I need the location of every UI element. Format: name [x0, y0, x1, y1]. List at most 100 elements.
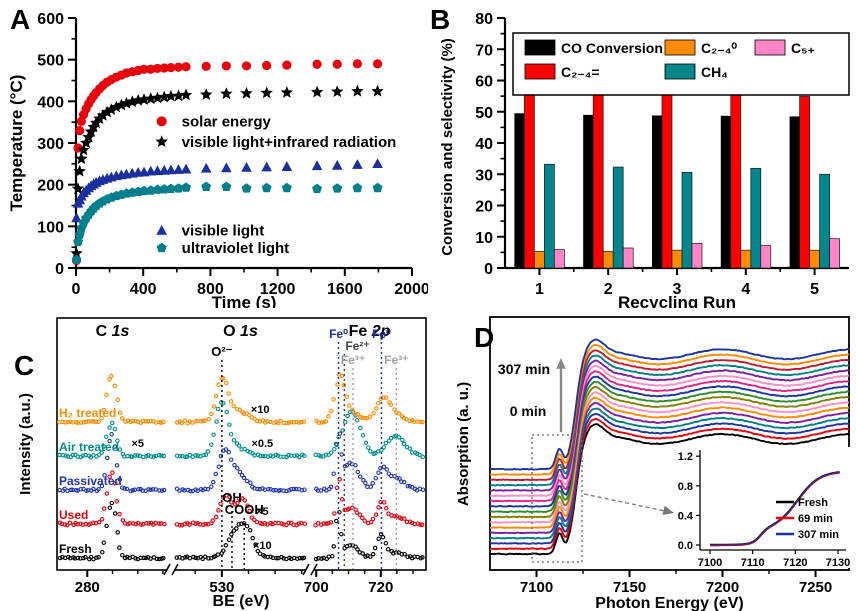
y-tick-label: 300 — [37, 136, 64, 153]
x-tick-label: 1600 — [327, 281, 363, 298]
x-tick-label: 7250 — [799, 579, 832, 596]
series-solar-energy — [71, 59, 383, 266]
y-axis-label: Absorption (a. u.) — [455, 382, 472, 506]
traces: Fresh ×10 Used ×5 Passivated Air treated ×5 ×0.… — [57, 372, 426, 562]
annotation-label: Fe⁰ — [372, 327, 391, 341]
axis-breaks — [163, 563, 318, 576]
legend-item-label: CH₄ — [701, 64, 728, 80]
x-tick-label: 3 — [673, 281, 682, 298]
x-axis-label: Photon Energy (eV) — [595, 595, 743, 611]
trace-label: Fresh — [59, 542, 92, 556]
y-tick-label: 20 — [475, 199, 493, 216]
bars — [514, 91, 840, 269]
inset-x-tick: 7120 — [783, 557, 807, 569]
legend-item-label: solar energy — [182, 113, 272, 130]
panel-label-c: C — [14, 350, 35, 381]
x-tick-label: 800 — [197, 281, 224, 298]
y-tick-label: 500 — [37, 53, 64, 70]
x-axis-label: Time (s) — [212, 293, 277, 308]
x-tick-label: 7100 — [520, 579, 553, 596]
panel-d: 7100 7150 7200 7250 Photon Energy (eV) Absorp… — [428, 308, 856, 611]
x-tick-label: 720 — [368, 579, 393, 596]
legend-item-label: C₅₊ — [791, 40, 815, 56]
trace-label: Air treated — [59, 440, 119, 454]
inset-legend-label: 307 min — [798, 529, 839, 541]
x-tick-label: 5 — [810, 281, 819, 298]
x-tick-label: 2000 — [394, 281, 428, 298]
x-tick-label: 7150 — [613, 579, 646, 596]
panel-label-d: D — [474, 322, 495, 353]
inset-y-tick: 0.0 — [678, 540, 693, 552]
curves — [489, 338, 850, 556]
inset-y-tick: 0.4 — [678, 510, 694, 522]
y-tick-label: 400 — [37, 94, 64, 111]
series-visible-light+infrared-radiation — [70, 84, 384, 259]
trace-Used: Used ×5 — [57, 470, 425, 528]
x-tick-label: 700 — [304, 579, 329, 596]
x-tick-label: 530 — [209, 579, 234, 596]
y-axis-label: Intensity (a.u.) — [17, 393, 34, 495]
y-tick-label: 200 — [37, 178, 64, 195]
y-tick-label: 40 — [475, 136, 493, 153]
axes: 0 10 20 30 40 50 60 70 80 1 2 3 4 5 Recycling Run Conve… — [439, 11, 849, 308]
series-ultraviolet-light — [71, 181, 383, 264]
trace-label: H₂ treated — [59, 406, 116, 420]
series-visible-light — [71, 158, 383, 223]
inset-x-tick: 7130 — [826, 557, 850, 569]
axes: 7100 7150 7200 7250 Photon Energy (eV) Absorp… — [455, 382, 832, 611]
legend-item-label: CO Conversion — [561, 40, 663, 56]
trace-label: Passivated — [59, 474, 122, 488]
x-tick-label: 4 — [741, 281, 750, 298]
chart-c: C 1s 280 O 1s 530 Fe 2p 700 720 BE (eV) Intensit… — [17, 317, 427, 610]
y-tick-label: 0 — [55, 261, 64, 278]
panel-c: C 1s 280 O 1s 530 Fe 2p 700 720 BE (eV) Intensit… — [0, 308, 428, 611]
plot-box — [56, 317, 427, 571]
bar-series-4 — [554, 238, 840, 269]
x-tick-label: 400 — [130, 281, 157, 298]
x-axis-label: BE (eV) — [213, 593, 270, 610]
x-tick-label: 0 — [72, 281, 81, 298]
inset-x-tick: 7100 — [698, 557, 722, 569]
legend-item-label: visible light — [182, 223, 265, 240]
annotation-label: O²⁻ — [211, 344, 232, 359]
annotation-label: Fe⁰ — [329, 327, 348, 341]
x-tick-label: 1 — [535, 281, 544, 298]
annotation-label: Fe²⁺ — [345, 339, 369, 353]
scale-note: ×0.5 — [251, 438, 273, 450]
y-axis-label: Temperature (°C) — [7, 75, 26, 212]
legend-item-label: ultraviolet light — [182, 240, 290, 257]
inset-legend: Fresh 69 min 307 min — [776, 497, 839, 541]
trace-label: Used — [59, 508, 88, 522]
plot-box — [489, 316, 850, 571]
axes: 0 100 200 300 400 500 600 0 400 800 1200 1600 2000 Ti… — [7, 11, 428, 308]
axes: C 1s 280 O 1s 530 Fe 2p 700 720 BE (eV) Intensit… — [17, 323, 414, 610]
chart-a: 0 100 200 300 400 500 600 0 400 800 1200 1600 2000 Ti… — [7, 11, 428, 308]
annotation-label: OH — [222, 490, 242, 505]
inset-legend-label: 69 min — [798, 513, 833, 525]
chart-d: 7100 7150 7200 7250 Photon Energy (eV) Absorp… — [455, 316, 850, 611]
inset: 0.0 0.4 0.8 1.2 7100 7110 7120 7130 Fresh 69 min 3… — [674, 447, 850, 569]
trace-Air-treated: Air treated ×5 ×0.5 — [57, 400, 426, 460]
x-axis-label: Recycling Run — [618, 293, 736, 308]
x-tick-label: 7200 — [706, 579, 739, 596]
y-tick-label: 30 — [475, 167, 493, 184]
x-tick-label: 1200 — [260, 281, 296, 298]
trace-Fresh: Fresh ×10 — [57, 500, 425, 562]
legend-item-label: visible light+infrared radiation — [182, 134, 397, 151]
segment-title: C 1s — [96, 323, 130, 340]
segment-title: O 1s — [223, 323, 258, 340]
scale-note: ×10 — [253, 540, 272, 552]
inset-x-tick: 7110 — [741, 557, 765, 569]
legend-item-label: C₂₋₄= — [561, 64, 600, 80]
annotations: 307 min 0 min — [498, 358, 674, 563]
bar-series-3 — [544, 163, 830, 269]
y-tick-label: 100 — [37, 219, 64, 236]
y-axis-label: Conversion and selectivity (%) — [439, 38, 456, 256]
y-tick-label: 80 — [475, 11, 493, 28]
panel-label-a: A — [10, 4, 31, 35]
scale-note: ×5 — [131, 438, 144, 450]
panel-label-b: B — [430, 4, 451, 35]
legend: solar energy visible light+infrared radia… — [155, 113, 397, 257]
bar-series-0 — [514, 113, 800, 268]
